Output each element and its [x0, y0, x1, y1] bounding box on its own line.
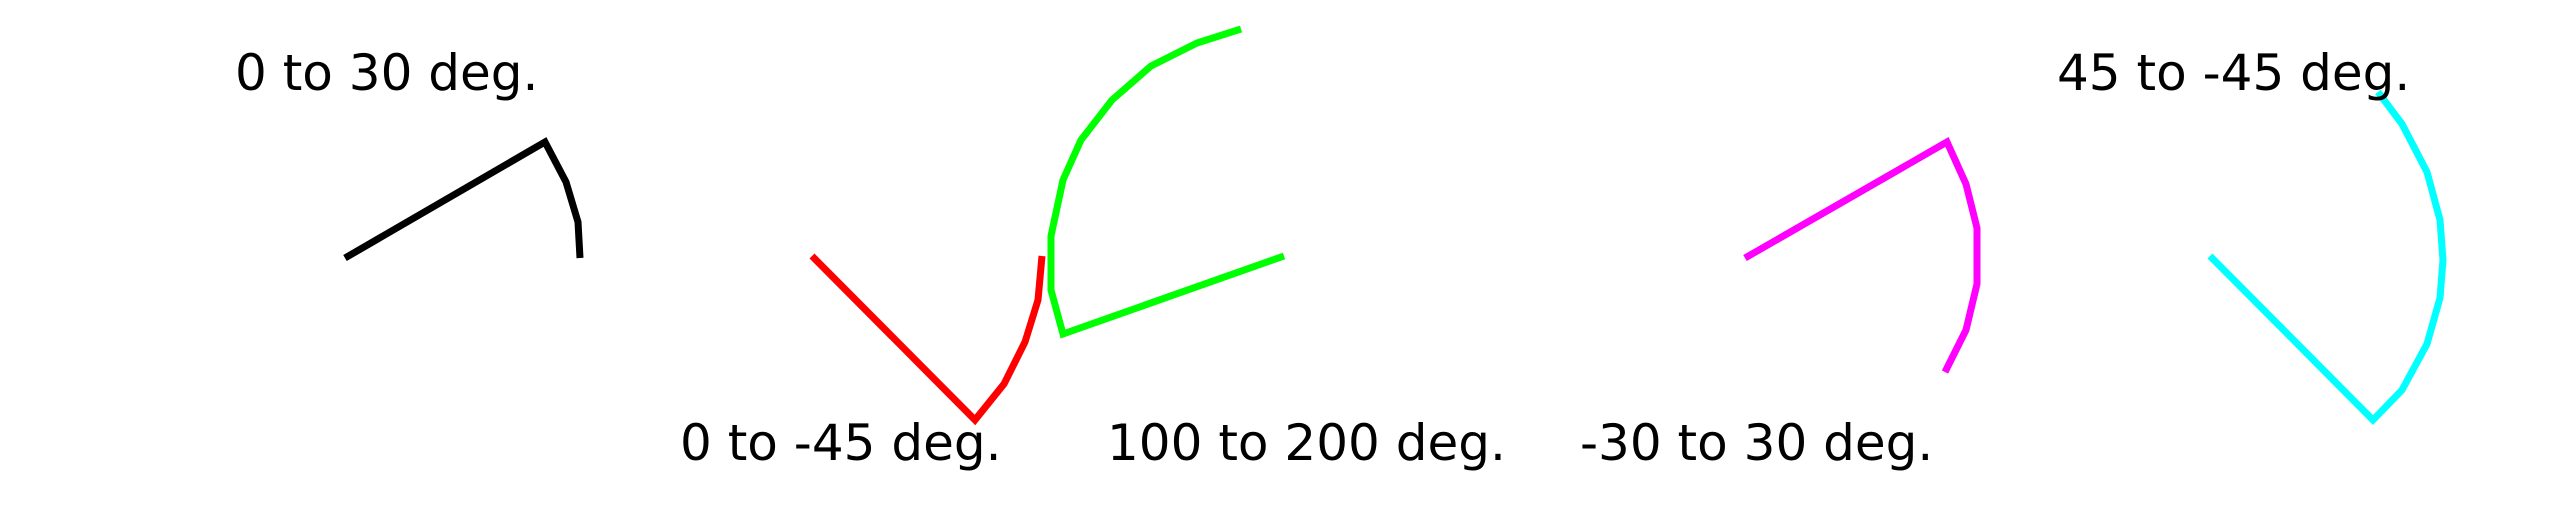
arc-shape-black	[343, 137, 584, 262]
arc-shape-magenta	[1743, 137, 1981, 374]
arc-label-0-to-30: 0 to 30 deg.	[235, 44, 538, 102]
arc-label-minus-30-to-30: -30 to 30 deg.	[1580, 414, 1933, 472]
arc-shape-red	[809, 253, 1046, 426]
arc-label-45-to-minus-45: 45 to -45 deg.	[2057, 44, 2410, 102]
arc-shape-green	[1047, 25, 1286, 339]
arc-shape-cyan	[2207, 89, 2447, 425]
arc-label-100-to-200: 100 to 200 deg.	[1107, 414, 1506, 472]
arc-label-0-to-minus-45: 0 to -45 deg.	[680, 414, 1001, 472]
